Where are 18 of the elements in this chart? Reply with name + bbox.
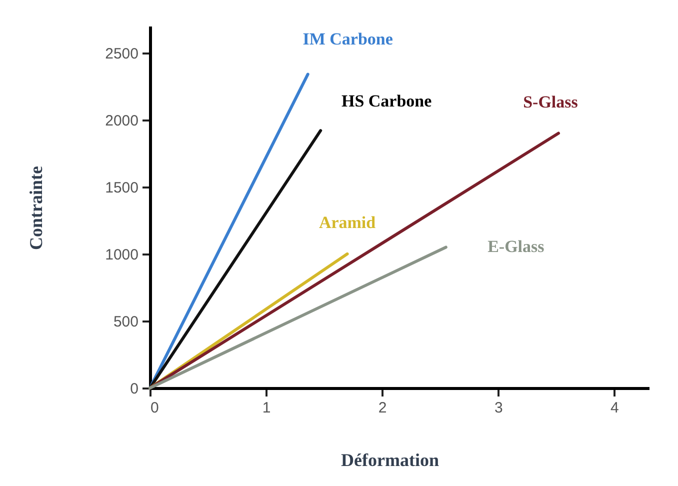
text: E-Glass xyxy=(488,237,545,256)
x-tick-label: 0 xyxy=(150,400,159,416)
y-tick-label: 0 xyxy=(130,380,138,398)
y-tick-label: 1000 xyxy=(105,246,138,264)
x-tick-label: 3 xyxy=(494,400,503,416)
x-tick-label: 4 xyxy=(610,400,619,416)
x-axis-title: Déformation xyxy=(341,450,439,470)
series-label: S-Glass xyxy=(523,92,578,112)
y-axis-title: Contrainte xyxy=(26,166,46,250)
series-label: Aramid xyxy=(318,212,376,232)
series-label: HS Carbone xyxy=(341,92,432,111)
x-tick-label: 1 xyxy=(262,400,271,416)
series-label: IM Carbone xyxy=(302,29,394,48)
y-tick-label: 2500 xyxy=(105,45,138,62)
y-tick-label: 500 xyxy=(113,313,138,330)
y-tick-label: 2000 xyxy=(105,112,138,130)
y-tick-label: 1500 xyxy=(105,179,138,196)
x-tick-label: 2 xyxy=(378,400,387,416)
